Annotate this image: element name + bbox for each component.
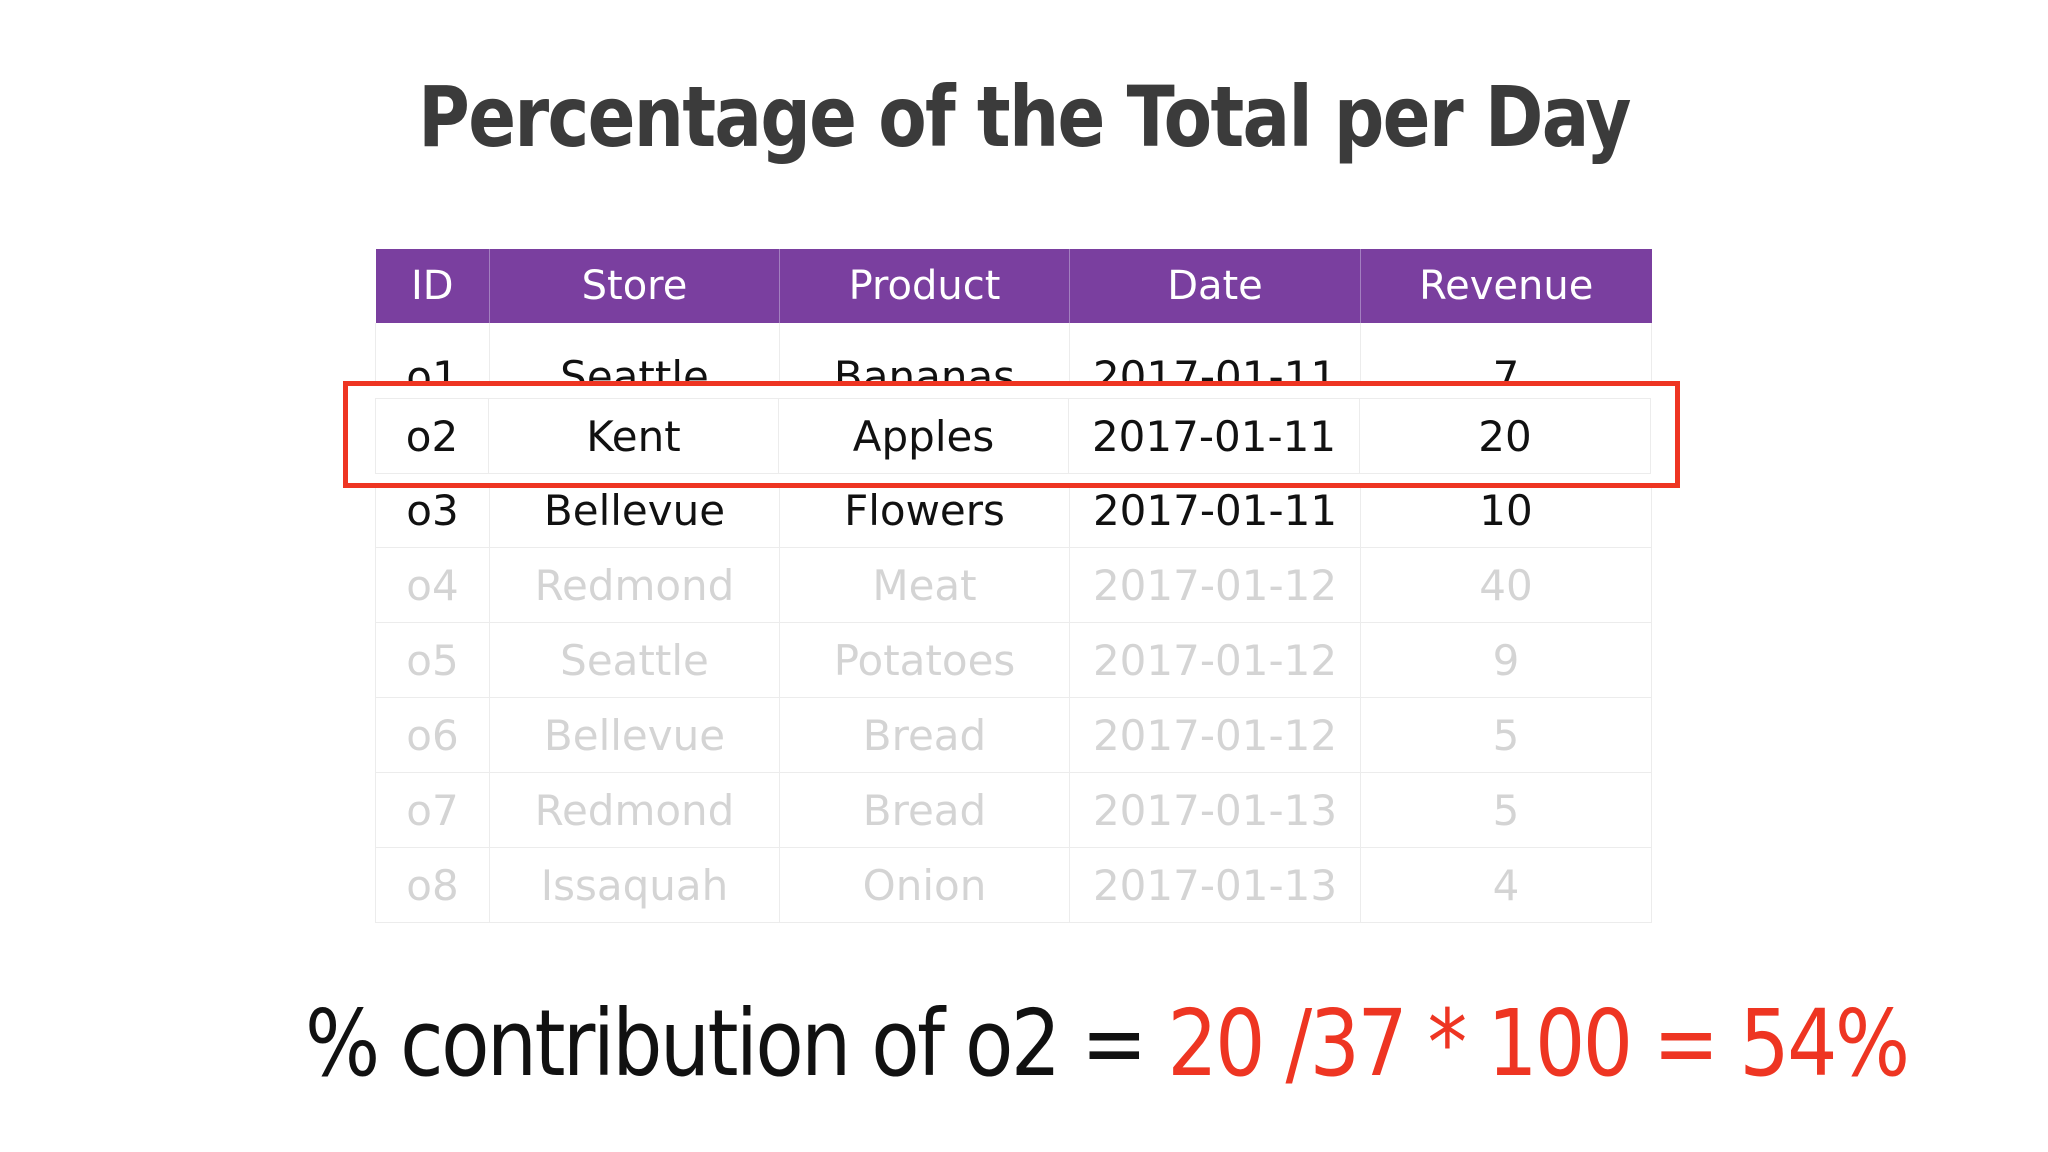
cell-product: Bread (779, 697, 1070, 773)
cell-id: o2 (375, 399, 489, 473)
table-row: o6 Bellevue Bread 2017-01-12 5 (375, 697, 1652, 773)
cell-store: Seattle (489, 622, 780, 698)
cell-product: Meat (779, 547, 1070, 623)
header-store: Store (489, 249, 780, 323)
cell-id: o5 (375, 622, 490, 698)
cell-store: Bellevue (489, 697, 780, 773)
cell-revenue: 5 (1360, 772, 1652, 848)
table-row: o5 Seattle Potatoes 2017-01-12 9 (375, 622, 1652, 698)
header-date: Date (1069, 249, 1361, 323)
cell-date: 2017-01-12 (1069, 547, 1361, 623)
header-id: ID (375, 249, 490, 323)
cell-id: o4 (375, 547, 490, 623)
cell-product: Onion (779, 847, 1070, 923)
cell-id: o7 (375, 772, 490, 848)
slide-title: Percentage of the Total per Day (418, 68, 1631, 166)
cell-date: 2017-01-12 (1069, 622, 1361, 698)
cell-store: Issaquah (489, 847, 780, 923)
cell-store: Kent (489, 399, 779, 473)
cell-date: 2017-01-13 (1069, 847, 1361, 923)
header-product: Product (779, 249, 1070, 323)
table-header-row: ID Store Product Date Revenue (375, 249, 1652, 323)
table-row: o7 Redmond Bread 2017-01-13 5 (375, 772, 1652, 848)
cell-revenue: 4 (1360, 847, 1652, 923)
highlighted-table-row: o2 Kent Apples 2017-01-11 20 (375, 398, 1651, 474)
revenue-table: ID Store Product Date Revenue o1 Seattle… (375, 249, 1652, 923)
cell-id: o8 (375, 847, 490, 923)
cell-store: Redmond (489, 547, 780, 623)
cell-product: Apples (779, 399, 1069, 473)
cell-revenue: 40 (1360, 547, 1652, 623)
cell-revenue: 20 (1360, 399, 1651, 473)
cell-id: o6 (375, 697, 490, 773)
table-row: o8 Issaquah Onion 2017-01-13 4 (375, 847, 1652, 923)
formula-calculation: 20 /37 * 100 = 54% (1167, 990, 1910, 1097)
cell-product: Potatoes (779, 622, 1070, 698)
cell-product: Bread (779, 772, 1070, 848)
cell-revenue: 9 (1360, 622, 1652, 698)
header-revenue: Revenue (1360, 249, 1652, 323)
cell-date: 2017-01-12 (1069, 697, 1361, 773)
cell-revenue: 5 (1360, 697, 1652, 773)
cell-date: 2017-01-13 (1069, 772, 1361, 848)
contribution-formula: % contribution of o2 = 20 /37 * 100 = 54… (305, 990, 1910, 1097)
cell-date: 2017-01-11 (1069, 399, 1360, 473)
cell-store: Redmond (489, 772, 780, 848)
table-row: o4 Redmond Meat 2017-01-12 40 (375, 547, 1652, 623)
formula-label: % contribution of o2 = (305, 990, 1147, 1097)
